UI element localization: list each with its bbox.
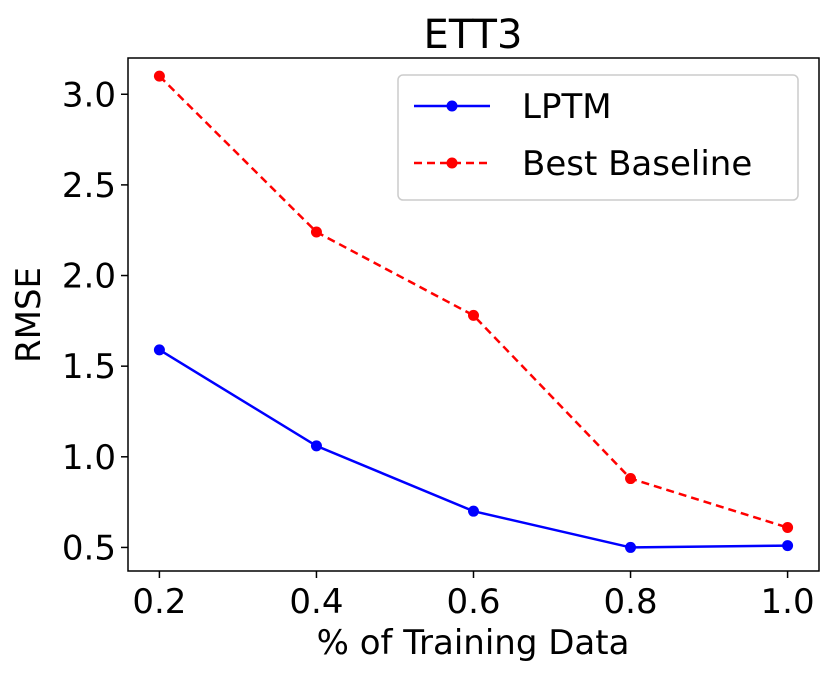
legend-label-lptm: LPTM	[522, 87, 612, 127]
series-layer	[153, 70, 794, 553]
y-tick-label: 0.5	[62, 528, 116, 568]
y-tick-label: 1.5	[62, 347, 116, 387]
data-point-best-baseline	[310, 226, 322, 238]
legend-marker-lptm	[446, 100, 458, 112]
legend-marker-best-baseline	[446, 157, 458, 169]
chart-title: ETT3	[424, 12, 523, 58]
legend: LPTM Best Baseline	[397, 74, 799, 201]
y-axis-label: RMSE	[9, 267, 49, 363]
data-point-lptm	[625, 541, 637, 553]
x-tick-label: 0.8	[604, 582, 658, 622]
data-point-lptm	[468, 505, 479, 517]
y-tick-label: 1.0	[62, 438, 116, 478]
x-tick-label: 0.6	[446, 582, 500, 622]
legend-label-best-baseline: Best Baseline	[522, 144, 752, 184]
data-point-best-baseline	[625, 473, 637, 485]
x-tick-label: 1.0	[761, 582, 815, 622]
x-tick-label: 0.4	[289, 582, 343, 622]
x-axis-label: % of Training Data	[317, 623, 630, 663]
data-point-lptm	[153, 344, 165, 356]
data-point-best-baseline	[782, 521, 794, 533]
series-line-lptm	[158, 348, 788, 549]
y-axis: 0.5 1.0 1.5 2.0 2.5 3.0	[62, 75, 128, 568]
data-point-lptm	[310, 440, 322, 452]
data-point-lptm	[782, 540, 794, 552]
y-tick-label: 3.0	[62, 75, 116, 115]
legend-box	[397, 74, 799, 201]
x-axis: 0.2 0.4 0.6 0.8 1.0	[132, 571, 815, 622]
series-line-best-baseline	[158, 75, 788, 529]
x-tick-label: 0.2	[132, 582, 186, 622]
data-point-best-baseline	[153, 70, 165, 82]
y-tick-label: 2.5	[62, 166, 116, 206]
y-tick-label: 2.0	[62, 257, 116, 297]
data-point-best-baseline	[468, 309, 479, 321]
